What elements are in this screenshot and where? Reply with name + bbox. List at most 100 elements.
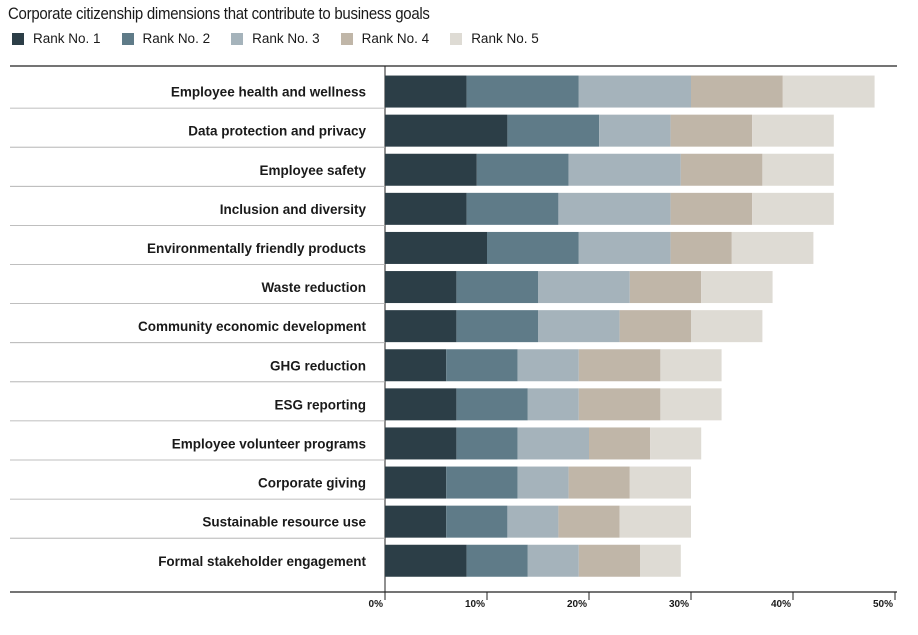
bar-segment	[385, 75, 467, 108]
bar-segment	[466, 544, 528, 577]
bar-segment	[619, 310, 691, 343]
legend-label: Rank No. 1	[33, 31, 101, 46]
bar-segment	[589, 427, 651, 460]
bar-segment	[558, 192, 671, 225]
category-label: Environmentally friendly products	[147, 241, 366, 256]
category-label: Employee safety	[259, 163, 366, 178]
bar-segment	[782, 75, 875, 108]
chart-title: Corporate citizenship dimensions that co…	[8, 4, 430, 23]
legend-swatch	[450, 32, 463, 45]
bar-segment	[578, 231, 671, 264]
bar-segment	[691, 75, 783, 108]
bar-segment	[578, 349, 661, 382]
bar-segment	[456, 388, 528, 421]
bar-segment	[476, 153, 569, 186]
bar-segment	[752, 114, 834, 147]
legend-swatch	[12, 32, 24, 45]
bar-segment	[466, 192, 559, 225]
x-tick-label: 50%	[873, 599, 893, 610]
bar-segment	[619, 505, 691, 538]
bar-segment	[507, 505, 559, 538]
bar-segment	[762, 153, 834, 186]
bar-segment	[385, 427, 457, 460]
bar-segment	[670, 192, 753, 225]
legend-swatch	[231, 32, 244, 45]
legend-swatch	[340, 32, 353, 45]
bar-segment	[701, 271, 773, 304]
bar-segment	[527, 544, 579, 577]
bar-segment	[568, 153, 681, 186]
bar-segment	[660, 349, 722, 382]
bar-segment	[640, 544, 681, 577]
bar-segment	[385, 192, 467, 225]
legend-label: Rank No. 3	[252, 31, 320, 46]
x-tick-label: 10%	[465, 599, 485, 610]
bar-segment	[456, 271, 538, 304]
bar-segment	[670, 231, 732, 264]
bar-segment	[385, 153, 477, 186]
bar-segment	[650, 427, 702, 460]
category-label: Employee health and wellness	[171, 85, 366, 100]
legend-item: Rank No. 3	[231, 31, 320, 46]
category-label: Data protection and privacy	[188, 124, 366, 139]
category-label: Waste reduction	[261, 280, 366, 295]
x-tick-label: 40%	[771, 599, 791, 610]
bar-segment	[731, 231, 814, 264]
bar-segment	[466, 75, 579, 108]
bar-segment	[599, 114, 671, 147]
legend-item: Rank No. 1	[12, 31, 101, 46]
category-label: Community economic development	[138, 319, 367, 334]
bar-segment	[752, 192, 834, 225]
bar-segment	[446, 505, 508, 538]
bar-segment	[670, 114, 753, 147]
category-label: Inclusion and diversity	[220, 202, 367, 217]
bar-segment	[527, 388, 579, 421]
bar-segment	[456, 310, 538, 343]
bar-segment	[691, 310, 763, 343]
legend-label: Rank No. 5	[471, 31, 539, 46]
legend-item: Rank No. 5	[450, 31, 539, 46]
bar-segment	[385, 114, 508, 147]
bar-segment	[385, 505, 447, 538]
category-label: Formal stakeholder engagement	[158, 554, 366, 569]
bar-segment	[446, 466, 518, 499]
bar-segment	[660, 388, 722, 421]
bar-segment	[385, 466, 447, 499]
category-label: Sustainable resource use	[202, 515, 366, 530]
x-tick-label: 20%	[567, 599, 587, 610]
legend-label: Rank No. 4	[361, 31, 430, 46]
bar-segment	[578, 388, 661, 421]
bar-segment	[385, 231, 487, 264]
bar-segment	[385, 349, 447, 382]
x-tick-label: 30%	[669, 599, 689, 610]
bar-segment	[538, 310, 620, 343]
legend-swatch	[121, 32, 134, 45]
category-label: GHG reduction	[270, 358, 366, 373]
bar-segment	[385, 544, 467, 577]
x-tick-label: 0%	[369, 599, 384, 610]
bar-segment	[456, 427, 518, 460]
bar-segment	[629, 271, 702, 304]
bar-segment	[538, 271, 630, 304]
category-label: Employee volunteer programs	[172, 436, 366, 451]
legend: Rank No. 1 Rank No. 2 Rank No. 3 Rank No. 4…	[12, 31, 560, 46]
bar-segment	[578, 75, 691, 108]
legend-item: Rank No. 2	[121, 31, 211, 46]
legend-label: Rank No. 2	[142, 31, 211, 46]
bar-segment	[507, 114, 600, 147]
bar-segment	[446, 349, 518, 382]
category-label: Corporate giving	[258, 476, 366, 491]
bar-segment	[629, 466, 691, 499]
bar-segment	[385, 310, 457, 343]
bar-segment	[558, 505, 620, 538]
bar-segment	[568, 466, 630, 499]
bar-segment	[517, 349, 579, 382]
category-label: ESG reporting	[274, 397, 366, 412]
bar-segment	[385, 388, 457, 421]
bar-segment	[680, 153, 763, 186]
bar-segment	[578, 544, 640, 577]
bar-segment	[487, 231, 579, 264]
bar-segment	[517, 427, 589, 460]
legend-item: Rank No. 4	[340, 31, 430, 46]
